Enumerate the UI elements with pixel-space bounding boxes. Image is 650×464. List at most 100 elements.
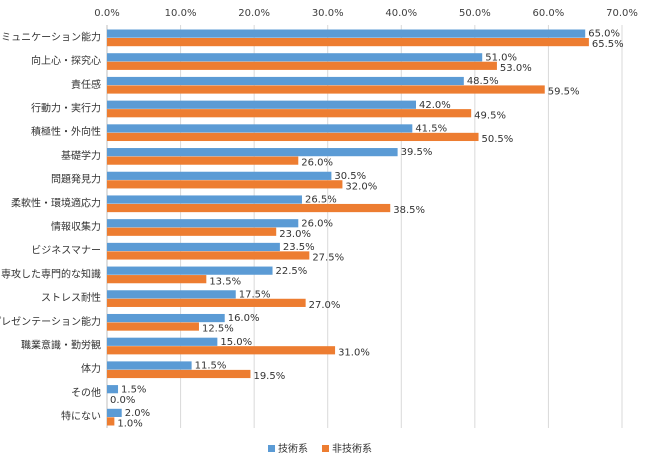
data-label: 2.0%: [125, 408, 150, 419]
data-label: 15.0%: [220, 337, 252, 348]
category-label: プレゼンテーション能力: [0, 315, 101, 328]
x-tick-label: 40.0%: [385, 8, 417, 19]
data-label: 42.0%: [419, 100, 451, 111]
data-label: 59.5%: [548, 87, 580, 98]
bar: [107, 290, 236, 299]
bar: [107, 195, 302, 204]
legend-label: 非技術系: [332, 442, 372, 455]
category-labels: コミュニケーション能力向上心・探究心責任感行動力・実行力積極性・外向性基礎学力問…: [0, 30, 101, 422]
legend: 技術系 非技術系: [268, 442, 372, 455]
bar: [107, 148, 398, 157]
data-label: 27.5%: [312, 253, 344, 264]
legend-label: 技術系: [278, 442, 308, 455]
bar: [107, 76, 464, 86]
category-label: 行動力・実行力: [31, 101, 101, 114]
x-tick-label: 70.0%: [606, 8, 638, 19]
bar: [107, 417, 115, 426]
x-tick-label: 50.0%: [459, 8, 491, 19]
bar: [107, 385, 119, 394]
category-label: 責任感: [71, 78, 101, 91]
bar: [107, 85, 545, 94]
data-label: 65.0%: [588, 29, 620, 40]
data-label: 31.0%: [338, 347, 370, 358]
legend-swatch: [268, 445, 275, 452]
data-label: 1.0%: [117, 418, 142, 429]
data-label: 53.0%: [500, 63, 532, 74]
data-label: 19.5%: [253, 371, 285, 382]
data-label: 13.5%: [209, 276, 241, 287]
data-label: 39.5%: [401, 147, 433, 158]
x-tick-label: 0.0%: [94, 8, 119, 19]
category-label: ビジネスマナー: [31, 245, 101, 257]
bar: [107, 100, 416, 109]
data-label: 50.5%: [482, 134, 514, 145]
category-label: 積極性・外向性: [31, 125, 101, 138]
bar: [107, 227, 277, 236]
bar: [107, 124, 413, 133]
data-label: 65.5%: [592, 39, 624, 50]
bars: [107, 29, 589, 426]
bar: [107, 369, 251, 379]
legend-swatch: [322, 445, 329, 452]
data-label: 11.5%: [195, 361, 227, 372]
category-label: 向上心・探究心: [31, 54, 101, 67]
bar: [107, 203, 391, 213]
bar: [107, 180, 343, 189]
data-label: 26.0%: [301, 158, 333, 169]
data-label: 41.5%: [415, 124, 447, 135]
data-label: 26.0%: [301, 218, 333, 229]
bar: [107, 171, 332, 180]
category-label: 柔軟性・環境適応力: [11, 196, 101, 209]
bar: [107, 156, 299, 165]
category-label: 体力: [81, 362, 101, 375]
bar: [107, 298, 306, 307]
data-label: 38.5%: [393, 205, 425, 216]
bar: [107, 132, 479, 142]
category-label: 情報収集力: [51, 220, 101, 233]
data-label: 1.5%: [121, 384, 146, 395]
x-tick-label: 30.0%: [312, 8, 344, 19]
data-label: 26.5%: [305, 195, 337, 206]
data-label: 49.5%: [474, 110, 506, 121]
data-label: 12.5%: [202, 324, 234, 335]
data-label: 0.0%: [110, 395, 135, 406]
data-label: 27.0%: [309, 300, 341, 311]
x-tick-label: 60.0%: [533, 8, 565, 19]
data-label: 32.0%: [345, 181, 377, 192]
bar: [107, 242, 280, 252]
category-label: 特にない: [61, 411, 101, 423]
bar: [107, 38, 589, 47]
data-label: 48.5%: [467, 76, 499, 87]
x-tick-label: 20.0%: [238, 8, 270, 19]
category-label: 問題発見力: [51, 173, 101, 186]
category-label: 基礎学力: [61, 149, 101, 162]
bar: [107, 408, 122, 417]
bar: [107, 313, 225, 323]
data-label: 23.5%: [283, 242, 315, 253]
category-label: コミュニケーション能力: [0, 30, 101, 43]
bar: [107, 251, 310, 260]
bar: [107, 219, 299, 228]
data-label: 30.5%: [334, 171, 366, 182]
bar: [107, 322, 199, 331]
data-labels: 65.0%65.5% 51.0%53.0%48.5% 59.5% 42.0% 49.5%…: [110, 29, 624, 430]
category-label: 専攻した専門的な知識: [1, 267, 101, 280]
bar: [107, 109, 472, 118]
data-label: 23.0%: [279, 229, 311, 240]
bar: [107, 346, 336, 355]
bar: [107, 275, 207, 284]
bar: [107, 29, 586, 38]
category-label: ストレス耐性: [41, 291, 101, 304]
x-tick-labels: 0.0% 10.0% 20.0% 30.0% 40.0% 50.0% 60.0% 70.0%: [94, 8, 638, 19]
data-label: 17.5%: [239, 289, 271, 300]
bar: [107, 337, 218, 346]
bar: [107, 361, 192, 370]
bar: [107, 61, 497, 70]
bar: [107, 266, 273, 275]
data-label: 22.5%: [276, 266, 308, 277]
bar: [107, 53, 483, 62]
category-label: 職業意識・勤労観: [21, 339, 101, 352]
category-label: その他: [71, 386, 101, 399]
x-tick-label: 10.0%: [165, 8, 197, 19]
